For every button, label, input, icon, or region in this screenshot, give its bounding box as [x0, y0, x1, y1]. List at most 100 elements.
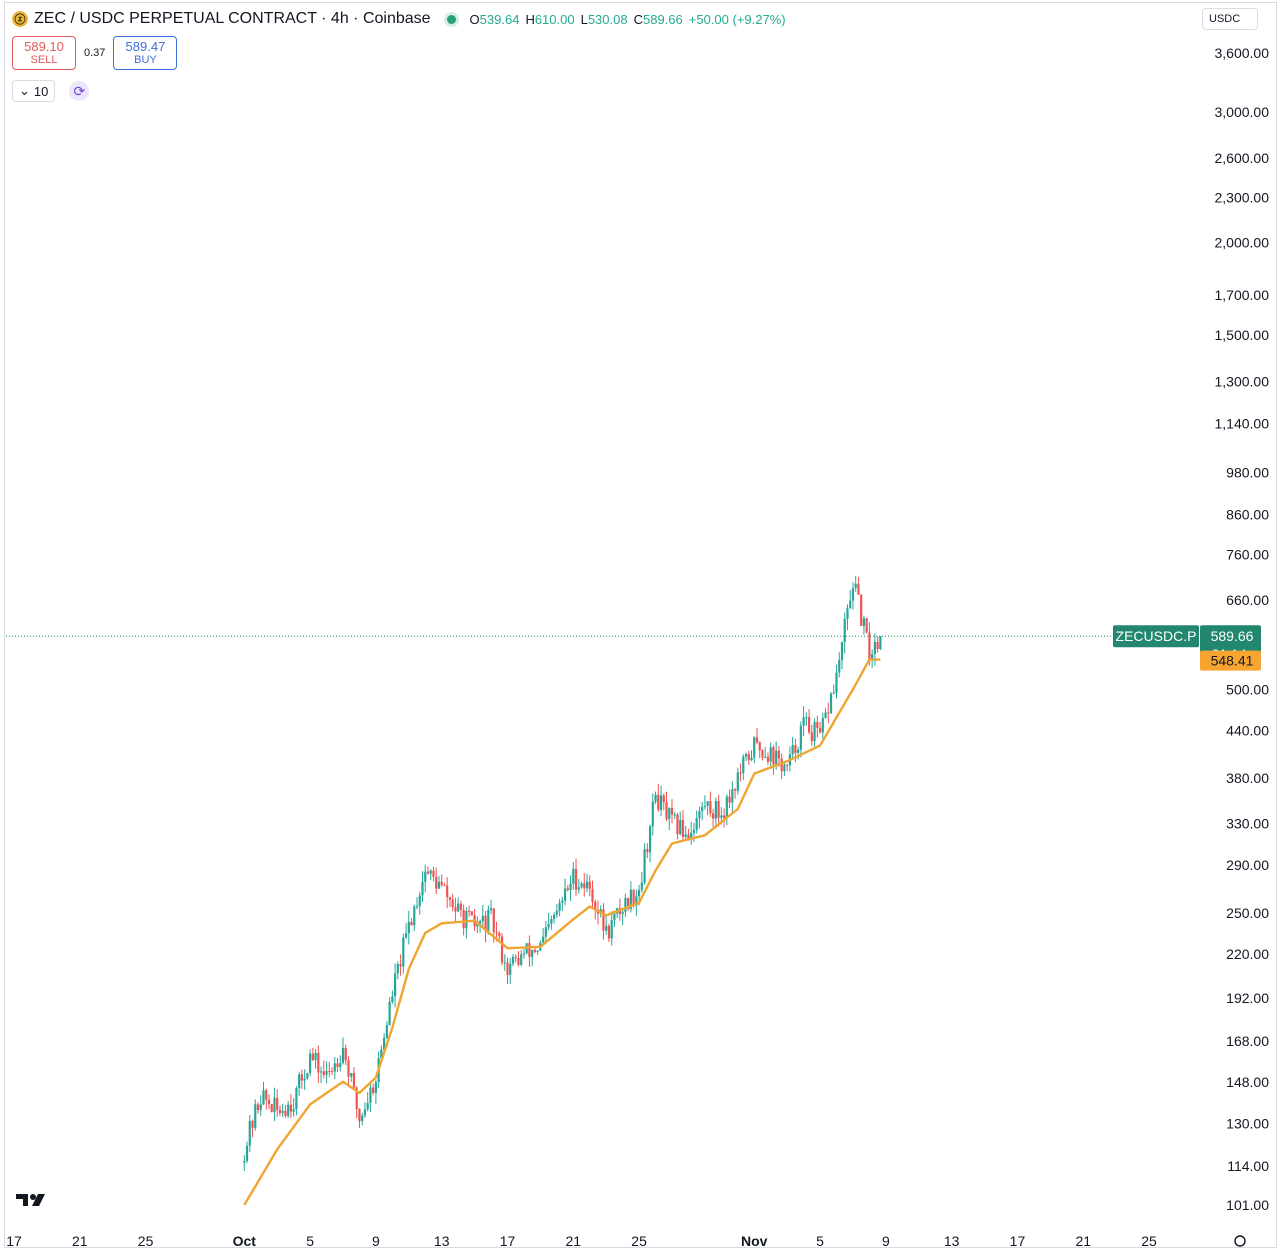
x-tick-label: 17 — [1010, 1233, 1026, 1249]
candle-body — [388, 1001, 391, 1026]
refresh-icon[interactable]: ⟳ — [69, 81, 90, 101]
candle-body — [638, 889, 641, 897]
time-axis: 17 21 25 Oct 5 9 13 17 21 25 Nov 5 9 13 17 21 25 — [6, 1233, 1246, 1249]
high-value: 610.00 — [534, 11, 575, 27]
candle-body — [289, 1104, 293, 1112]
sell-price: 589.10 — [24, 39, 64, 54]
candle-body — [610, 919, 613, 939]
y-tick-label: 130.00 — [1226, 1116, 1269, 1132]
candle-body — [728, 796, 731, 803]
candle-body — [429, 870, 432, 874]
candle-body — [821, 717, 824, 733]
candle-body — [522, 953, 526, 955]
candle-body — [733, 789, 737, 791]
candle-body — [651, 801, 654, 827]
candle-body — [278, 1109, 282, 1114]
candle-body — [750, 757, 753, 760]
candle-body — [574, 868, 578, 890]
candle-body — [690, 832, 693, 840]
candle-body — [673, 814, 676, 816]
candle-body — [676, 814, 679, 835]
candle-body — [325, 1070, 328, 1075]
candle-body — [624, 898, 627, 912]
candle-body — [627, 898, 630, 909]
candle-body — [489, 908, 493, 911]
candle-body — [646, 849, 649, 853]
candle-body — [333, 1063, 336, 1072]
candle-body — [391, 996, 394, 1002]
candle-body — [794, 745, 797, 753]
candle-body — [722, 815, 726, 819]
x-tick-label: 5 — [306, 1233, 314, 1249]
candle-body — [755, 737, 759, 743]
y-tick-label: 220.00 — [1226, 946, 1269, 962]
candle-body — [558, 902, 561, 911]
candle-body — [520, 954, 523, 965]
candle-body — [665, 802, 668, 820]
sell-button[interactable]: 589.10 SELL — [12, 36, 76, 70]
candle-body — [550, 918, 553, 924]
candle-body — [580, 883, 583, 888]
candle-body — [849, 600, 852, 609]
candle-body — [542, 936, 545, 943]
candle-body — [528, 943, 531, 957]
candle-body — [862, 618, 866, 626]
candle-body — [319, 1071, 323, 1073]
candle-body — [424, 871, 427, 882]
candle-body — [344, 1047, 347, 1061]
settings-gear-icon[interactable] — [1234, 1235, 1246, 1247]
low-value: 530.08 — [587, 11, 628, 27]
candle-body — [415, 906, 419, 908]
candle-body — [739, 772, 742, 774]
candle-body — [454, 907, 457, 912]
candle-body — [374, 1082, 377, 1093]
candle-body — [648, 826, 652, 853]
candle-body — [251, 1120, 254, 1128]
candle-body — [591, 888, 594, 902]
candle-body — [544, 927, 547, 937]
candle-body — [457, 903, 460, 912]
zec-coin-icon: ⓩ — [12, 11, 28, 27]
candle-body — [871, 653, 874, 659]
candle-body — [511, 957, 515, 964]
x-tick-label: 17 — [6, 1233, 22, 1249]
candle-body — [720, 815, 723, 818]
candle-body — [347, 1060, 350, 1077]
candle-body — [835, 672, 838, 693]
currency-select[interactable]: USDC — [1202, 8, 1258, 30]
candle-body — [865, 618, 868, 633]
candle-body — [698, 811, 701, 819]
indicators-collapse-button[interactable]: ⌄ 10 — [12, 80, 56, 102]
symbol-title[interactable]: ZEC / USDC PERPETUAL CONTRACT · 4h · Coi… — [34, 10, 431, 27]
candle-body — [358, 1108, 361, 1122]
candle-body — [824, 712, 827, 718]
candle-body — [572, 868, 575, 884]
y-tick-label: 380.00 — [1226, 770, 1269, 786]
candle-body — [876, 641, 879, 649]
candle-body — [818, 727, 822, 733]
candle-body — [747, 753, 750, 760]
candle-body — [602, 909, 605, 931]
candle-body — [421, 881, 424, 896]
chart-frame — [4, 2, 1277, 1248]
candle-body — [657, 794, 660, 810]
y-tick-label: 250.00 — [1226, 905, 1269, 921]
candle-body — [500, 936, 504, 963]
y-tick-label: 3,000.00 — [1215, 104, 1270, 120]
candle-body — [413, 906, 416, 926]
candle-body — [868, 632, 871, 659]
candle-body — [846, 608, 849, 620]
open-key: O — [469, 11, 480, 27]
x-tick-label: 13 — [434, 1233, 450, 1249]
x-tick-label: Oct — [233, 1233, 257, 1249]
x-tick-label: 25 — [1141, 1233, 1157, 1249]
candle-body — [659, 795, 663, 810]
tradingview-logo-icon — [16, 1194, 45, 1206]
x-tick-label: 21 — [566, 1233, 582, 1249]
x-tick-label: 9 — [372, 1233, 380, 1249]
x-tick-label: 17 — [500, 1233, 516, 1249]
buy-button[interactable]: 589.47 BUY — [113, 36, 178, 70]
candle-body — [536, 950, 539, 952]
y-tick-label: 660.00 — [1226, 592, 1269, 608]
